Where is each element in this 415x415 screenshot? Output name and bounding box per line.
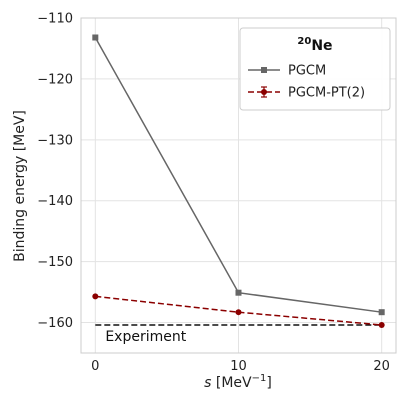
experiment-label: Experiment [105, 329, 186, 345]
legend: 20Ne PGCM PGCM-PT(2) [239, 27, 391, 111]
x-axis-label: s [MeV−1] [204, 373, 272, 391]
legend-entries: PGCM PGCM-PT(2) [248, 64, 365, 101]
series-group [92, 34, 385, 328]
x-axis-label-unit: [MeV [211, 375, 252, 391]
series-pgcm [92, 34, 385, 316]
data-point-pgcm [378, 309, 385, 316]
legend-label-pgcm: PGCM [288, 64, 326, 79]
legend-marker-pgcm [261, 67, 267, 73]
y-tick-label: −160 [37, 316, 73, 331]
data-point-pgcm-pt-2 [235, 309, 242, 316]
y-tick-label: −110 [37, 12, 73, 27]
plot-frame [80, 17, 397, 354]
data-point-pgcm [92, 34, 99, 41]
x-tick-label: 0 [91, 359, 99, 374]
y-tick-label: −150 [37, 255, 73, 270]
series-pgcm-pt-2 [92, 293, 385, 328]
y-axis-label: Binding energy [MeV] [12, 110, 28, 262]
legend-title: 20Ne [297, 36, 332, 54]
x-axis-label-unit-exponent: −1 [252, 373, 267, 384]
x-tick-label: 20 [373, 359, 390, 374]
legend-label-pgcm-pt-2: PGCM-PT(2) [288, 86, 365, 101]
x-tick-label: 10 [230, 359, 247, 374]
data-point-pgcm-pt-2 [378, 321, 385, 328]
x-ticks: 0 10 20 [91, 359, 390, 374]
legend-title-mass-number: 20 [297, 36, 311, 47]
y-tick-label: −120 [37, 72, 73, 87]
y-ticks: −160 −150 −140 −130 −120 −110 [37, 12, 73, 332]
legend-marker-pgcm-pt-2 [261, 89, 267, 95]
legend-title-element: Ne [311, 38, 332, 54]
y-tick-label: −140 [37, 194, 73, 209]
y-tick-label: −130 [37, 133, 73, 148]
data-point-pgcm-pt-2 [92, 293, 99, 300]
data-point-pgcm [235, 289, 242, 296]
legend-box [239, 27, 391, 111]
x-axis-label-unit-close: ] [266, 375, 271, 391]
x-axis-label-variable: s [204, 375, 211, 391]
experiment-reference: Experiment [95, 324, 382, 345]
